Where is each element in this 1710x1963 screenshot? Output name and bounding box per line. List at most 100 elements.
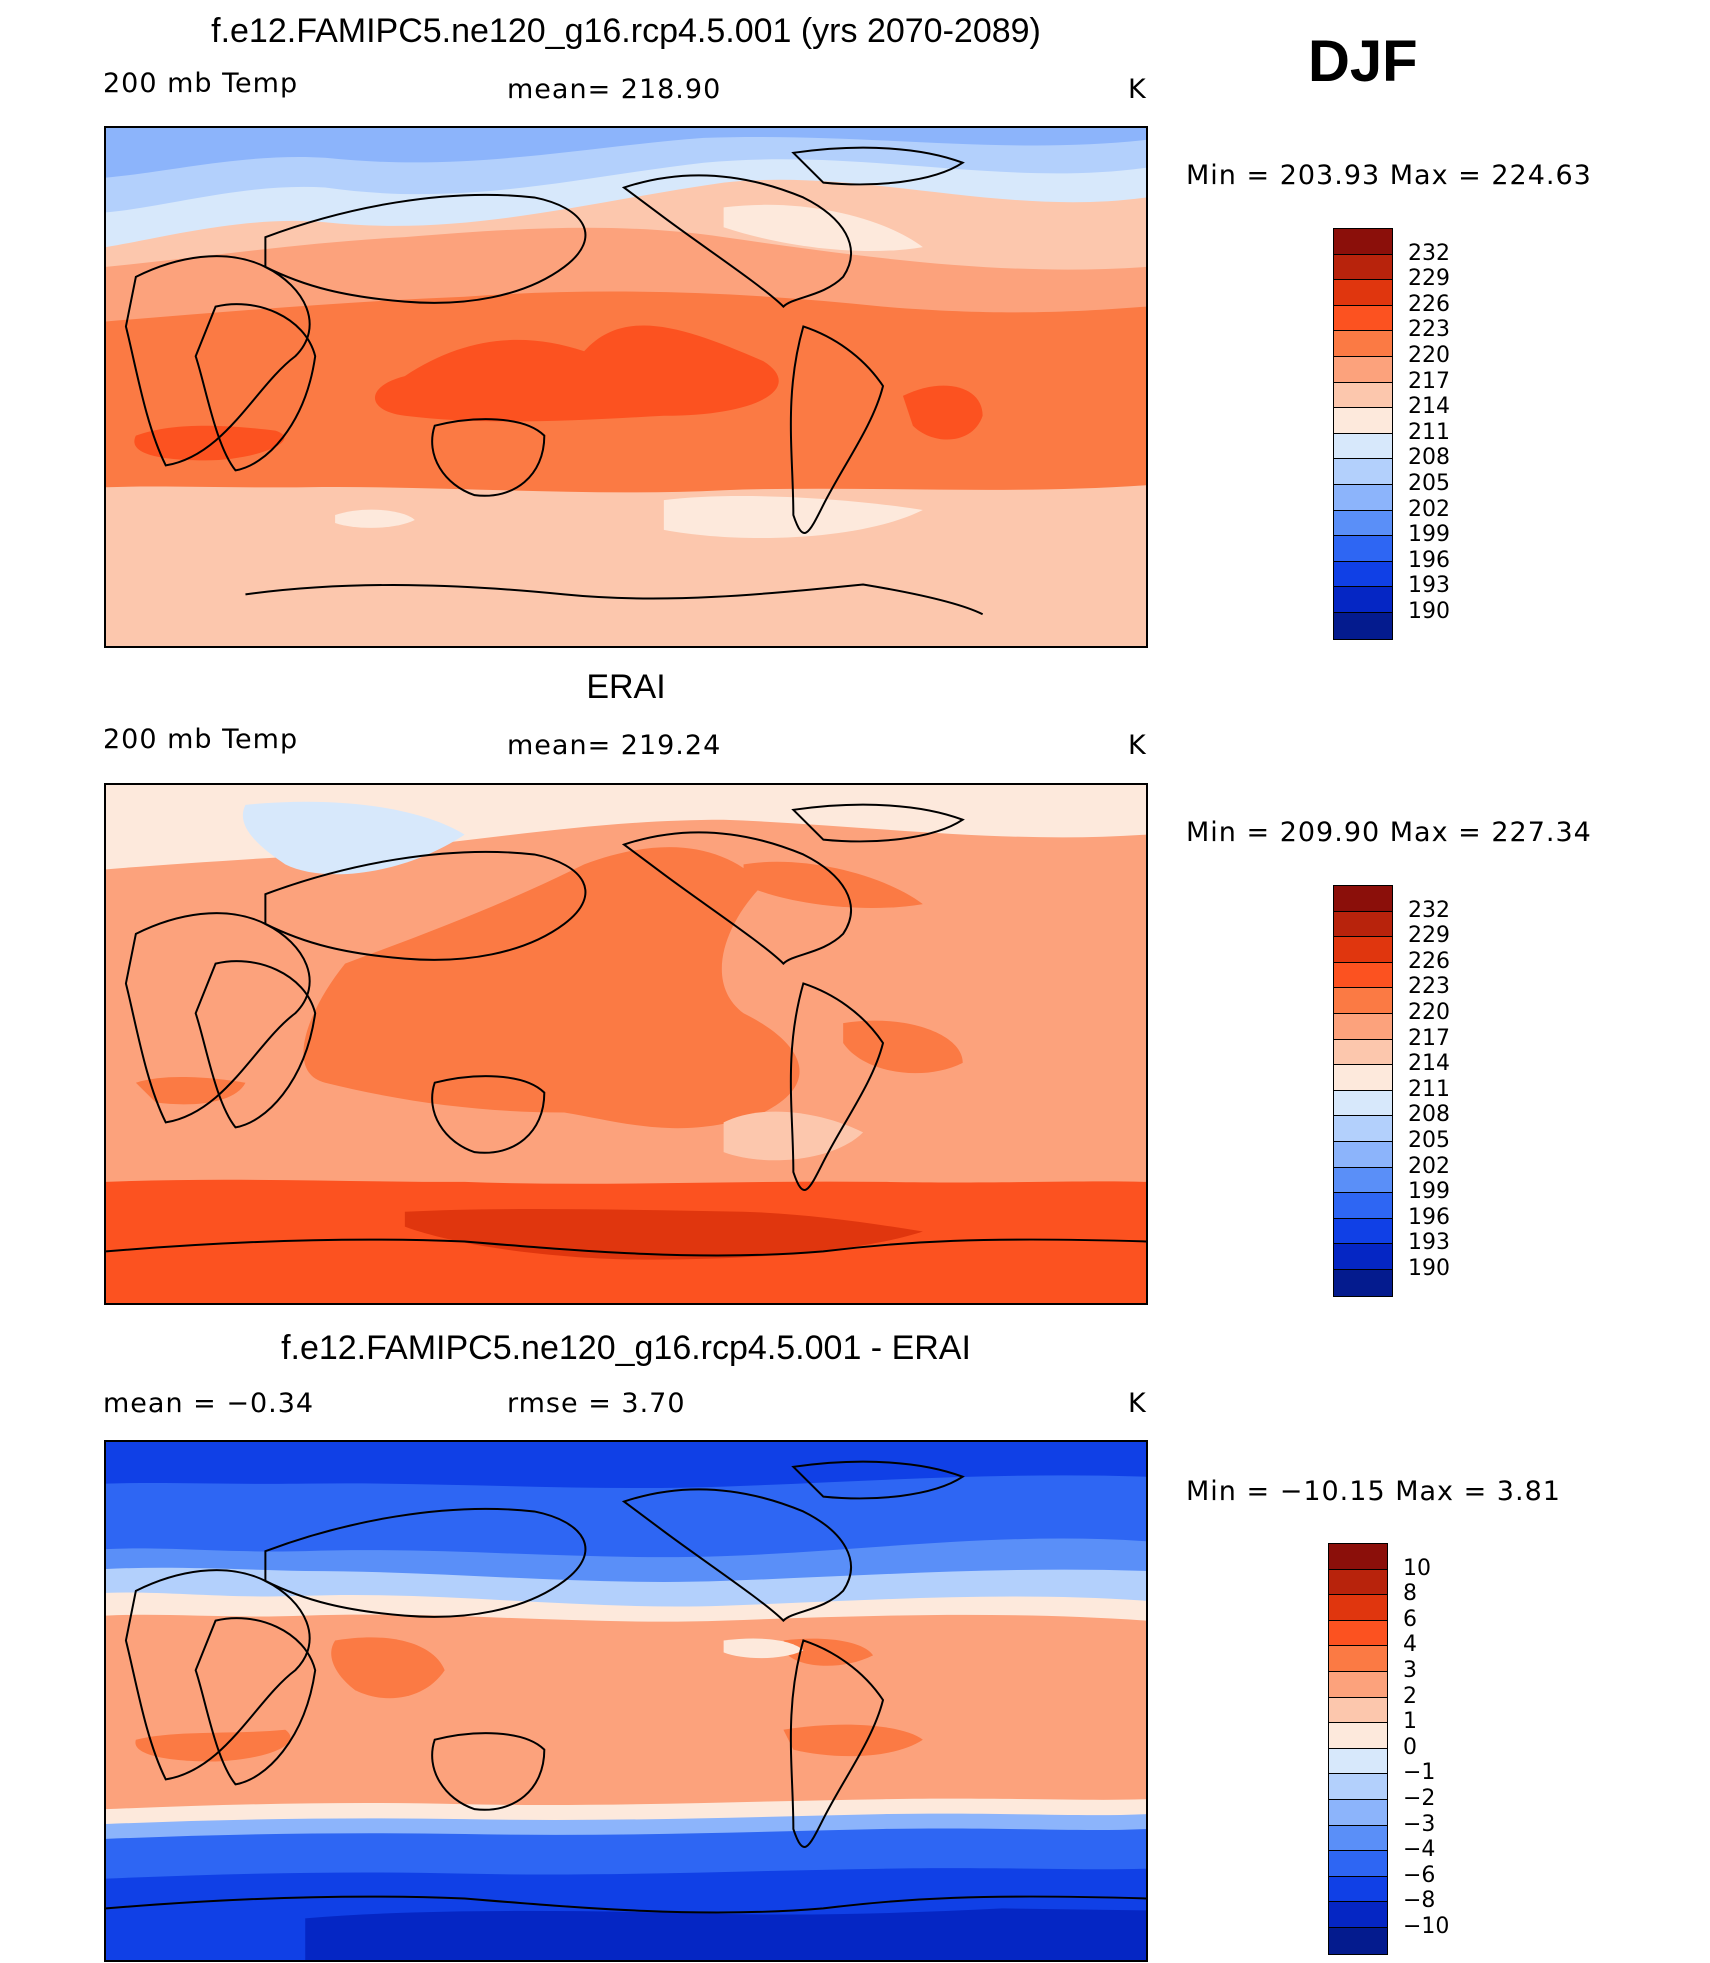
colorbar-segment <box>1329 1825 1387 1852</box>
colorbar-segment <box>1334 536 1392 562</box>
colorbar-segment <box>1334 612 1392 639</box>
mean-label: mean= 218.90 <box>507 74 722 105</box>
colorbar-segment <box>1329 1646 1387 1672</box>
colorbar-segment <box>1329 1799 1387 1826</box>
minmax-label: Min = 203.93 Max = 224.63 <box>1186 160 1592 191</box>
colorbar-segment <box>1334 1065 1392 1091</box>
colorbar-tick-label: −2 <box>1403 1786 1436 1811</box>
rmse-label: rmse = 3.70 <box>507 1388 686 1419</box>
colorbar-tick-label: 193 <box>1408 573 1450 599</box>
colorbar-tick-label: 226 <box>1408 948 1450 974</box>
colorbar-segment <box>1334 484 1392 511</box>
colorbar-segment <box>1334 459 1392 485</box>
minmax-label: Min = 209.90 Max = 227.34 <box>1186 817 1592 848</box>
colorbar-tick-label: 2 <box>1403 1683 1417 1709</box>
panel-title: f.e12.FAMIPC5.ne120_g16.rcp4.5.001 - ERA… <box>281 1329 971 1367</box>
units-label: K <box>1128 74 1147 105</box>
colorbar-segment <box>1329 1851 1387 1877</box>
units-label: K <box>1128 1388 1147 1419</box>
colorbar-segment <box>1334 408 1392 434</box>
minmax-label: Min = −10.15 Max = 3.81 <box>1186 1476 1561 1507</box>
colorbar-tick-label: 196 <box>1408 1204 1450 1230</box>
colorbar-tick-label: 217 <box>1408 1025 1450 1051</box>
colorbar-tick-label: 202 <box>1408 496 1450 522</box>
colorbar-tick-label: 193 <box>1408 1230 1450 1256</box>
colorbar-tick-label: 211 <box>1408 419 1450 445</box>
colorbar-segment <box>1334 331 1392 357</box>
colorbar <box>1333 228 1393 640</box>
colorbar-tick-label: 202 <box>1408 1153 1450 1179</box>
colorbar-segment <box>1334 587 1392 613</box>
colorbar-tick-label: 199 <box>1408 522 1450 548</box>
colorbar-segment <box>1329 1620 1387 1647</box>
map-model <box>104 126 1148 648</box>
colorbar-segment <box>1329 1671 1387 1698</box>
colorbar-segment <box>1329 1595 1387 1621</box>
colorbar-tick-label: 205 <box>1408 1128 1450 1153</box>
colorbar-tick-label: 226 <box>1408 291 1450 317</box>
colorbar-tick-label: 208 <box>1408 1102 1450 1128</box>
colorbar-segment <box>1329 1544 1387 1570</box>
mean-label: mean= 219.24 <box>507 730 722 761</box>
map-obs <box>104 783 1148 1305</box>
map-diff <box>104 1440 1148 1962</box>
colorbar-segment <box>1329 1697 1387 1724</box>
colorbar-tick-label: 232 <box>1408 240 1450 266</box>
colorbar-segment <box>1334 1141 1392 1168</box>
colorbar-segment <box>1334 433 1392 460</box>
colorbar-tick-label: 214 <box>1408 1051 1450 1077</box>
colorbar-segment <box>1329 1876 1387 1903</box>
colorbar-segment <box>1334 305 1392 332</box>
colorbar-segment <box>1334 962 1392 989</box>
variable-label: 200 mb Temp <box>103 724 299 755</box>
colorbar-tick-label: 8 <box>1403 1581 1417 1607</box>
colorbar-tick-label: 217 <box>1408 368 1450 394</box>
colorbar-tick-label: 214 <box>1408 394 1450 420</box>
colorbar <box>1333 885 1393 1297</box>
colorbar <box>1328 1543 1388 1955</box>
colorbar-tick-label: 196 <box>1408 547 1450 573</box>
mean-label: mean = −0.34 <box>103 1388 315 1419</box>
panel-title: f.e12.FAMIPC5.ne120_g16.rcp4.5.001 (yrs … <box>211 12 1041 50</box>
colorbar-tick-label: 199 <box>1408 1179 1450 1205</box>
colorbar-tick-label: 3 <box>1403 1658 1417 1683</box>
colorbar-segment <box>1334 937 1392 963</box>
colorbar-tick-label: 220 <box>1408 1000 1450 1025</box>
units-label: K <box>1128 730 1147 761</box>
colorbar-tick-label: 4 <box>1403 1632 1417 1658</box>
colorbar-tick-label: 1 <box>1403 1709 1417 1735</box>
colorbar-segment <box>1334 254 1392 281</box>
colorbar-tick-label: 232 <box>1408 897 1450 923</box>
colorbar-segment <box>1334 1116 1392 1142</box>
colorbar-tick-label: 229 <box>1408 923 1450 949</box>
colorbar-segment <box>1334 561 1392 588</box>
colorbar-segment <box>1329 1723 1387 1749</box>
colorbar-tick-label: −8 <box>1403 1888 1436 1914</box>
colorbar-segment <box>1334 1269 1392 1296</box>
colorbar-segment <box>1329 1902 1387 1928</box>
colorbar-tick-label: 223 <box>1408 974 1450 1000</box>
colorbar-segment <box>1334 1039 1392 1066</box>
colorbar-segment <box>1334 886 1392 912</box>
colorbar-tick-label: 211 <box>1408 1076 1450 1102</box>
colorbar-tick-label: −3 <box>1403 1811 1436 1837</box>
colorbar-tick-label: 220 <box>1408 343 1450 368</box>
colorbar-segment <box>1334 1167 1392 1194</box>
colorbar-segment <box>1334 382 1392 409</box>
colorbar-segment <box>1334 1244 1392 1270</box>
colorbar-segment <box>1334 988 1392 1014</box>
colorbar-segment <box>1334 911 1392 938</box>
colorbar-segment <box>1334 229 1392 255</box>
colorbar-tick-label: 190 <box>1408 1256 1450 1281</box>
colorbar-segment <box>1334 280 1392 306</box>
colorbar-segment <box>1329 1748 1387 1775</box>
colorbar-tick-label: 208 <box>1408 445 1450 471</box>
panel-title: ERAI <box>586 668 666 706</box>
colorbar-tick-label: 10 <box>1403 1555 1431 1581</box>
colorbar-tick-label: 6 <box>1403 1606 1417 1632</box>
colorbar-segment <box>1334 1090 1392 1117</box>
colorbar-tick-label: −10 <box>1403 1914 1450 1939</box>
colorbar-segment <box>1334 356 1392 383</box>
colorbar-tick-label: −1 <box>1403 1760 1436 1786</box>
colorbar-tick-label: 205 <box>1408 471 1450 496</box>
